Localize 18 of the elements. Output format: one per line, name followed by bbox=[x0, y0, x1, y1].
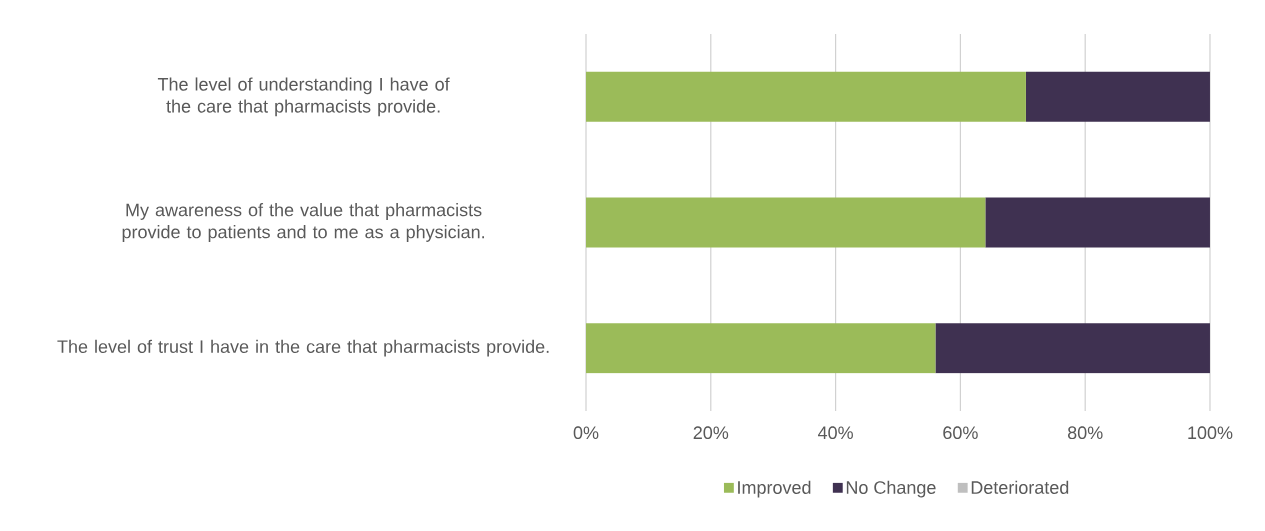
y-tick-label: My awareness of the value that pharmacists provide to patients and to me as a physician. bbox=[122, 203, 484, 242]
x-tick-label: 0% bbox=[573, 426, 599, 440]
x-tick-label: 40% bbox=[818, 426, 853, 440]
bar bbox=[1025, 71, 1210, 122]
bar bbox=[935, 323, 1210, 374]
bar bbox=[586, 197, 986, 248]
legend-label: Improved bbox=[738, 480, 811, 498]
x-tick-label: 80% bbox=[1067, 426, 1103, 440]
bar bbox=[985, 197, 1210, 248]
bar bbox=[586, 323, 936, 374]
y-tick-label: The level of trust I have in the care that pharmacists provide. bbox=[57, 339, 549, 357]
bar bbox=[586, 71, 1026, 122]
x-tick-label: 20% bbox=[693, 426, 729, 440]
legend-label: No Change bbox=[846, 480, 936, 498]
legend-label: Deteriorated bbox=[971, 480, 1069, 494]
y-tick-label: The level of understanding I have of the care that pharmacists provide. bbox=[157, 77, 450, 117]
x-tick-label: 100% bbox=[1188, 426, 1233, 440]
x-tick-label: 60% bbox=[943, 426, 978, 440]
